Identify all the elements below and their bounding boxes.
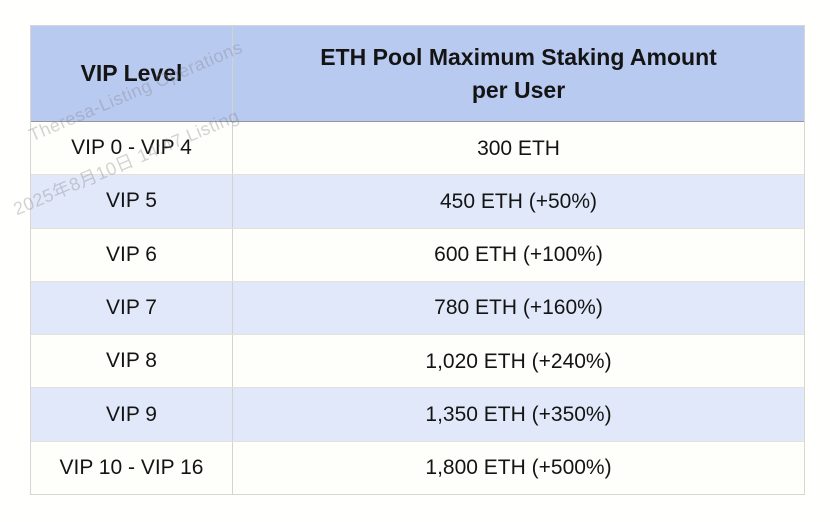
- staking-amount-cell: 780 ETH (+160%): [434, 296, 603, 320]
- vip-level-cell: VIP 7: [31, 281, 233, 335]
- staking-amount-cell: 600 ETH (+100%): [434, 243, 603, 267]
- vip-level-cell: VIP 10 - VIP 16: [31, 441, 233, 494]
- staking-amount-cell: 1,800 ETH (+500%): [425, 456, 612, 480]
- vip-level-cell: VIP 6: [31, 228, 233, 281]
- vip-staking-table: VIP Level ETH Pool Maximum Staking Amoun…: [30, 25, 805, 495]
- table-row: VIP 9 1,350 ETH (+350%): [31, 387, 804, 441]
- vip-level-cell: VIP 8: [31, 335, 233, 388]
- table-row: VIP 8 1,020 ETH (+240%): [31, 334, 804, 388]
- header-staking-amount-line2: per User: [471, 76, 566, 103]
- staking-amount-cell: 1,020 ETH (+240%): [425, 349, 612, 373]
- table-header-row: VIP Level ETH Pool Maximum Staking Amoun…: [31, 26, 804, 122]
- staking-amount-cell: 300 ETH: [477, 136, 560, 160]
- vip-level-cell: VIP 5: [31, 175, 233, 228]
- table-row: VIP 7 780 ETH (+160%): [31, 280, 804, 335]
- vip-level-cell: VIP 9: [31, 388, 233, 441]
- table-row: VIP 10 - VIP 16 1,800 ETH (+500%): [31, 440, 804, 494]
- table-row: VIP 0 - VIP 4 300 ETH: [31, 122, 804, 175]
- table-row: VIP 6 600 ETH (+100%): [31, 227, 804, 281]
- table-row: VIP 5 450 ETH (+50%): [31, 174, 804, 228]
- staking-amount-cell: 450 ETH (+50%): [440, 189, 597, 213]
- vip-level-cell: VIP 0 - VIP 4: [31, 122, 233, 175]
- header-staking-amount: ETH Pool Maximum Staking Amount per User: [233, 26, 804, 121]
- header-vip-level: VIP Level: [31, 26, 233, 121]
- table-body: VIP 0 - VIP 4 300 ETH VIP 5 450 ETH (+50…: [31, 122, 804, 494]
- staking-amount-cell: 1,350 ETH (+350%): [425, 403, 612, 427]
- header-staking-amount-line1: ETH Pool Maximum Staking Amount: [320, 43, 717, 70]
